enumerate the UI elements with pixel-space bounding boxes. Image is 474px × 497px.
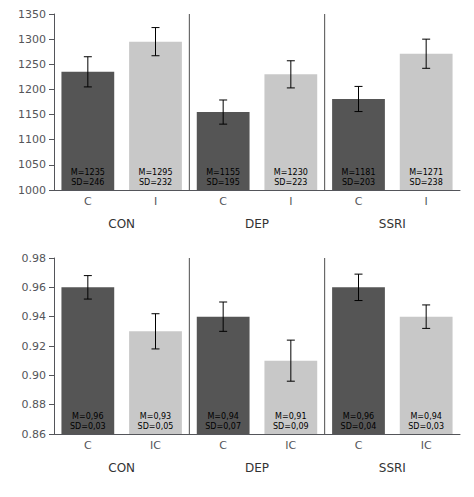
svg-text:M=1271: M=1271	[409, 168, 443, 177]
svg-text:C: C	[355, 439, 363, 452]
svg-text:CON: CON	[108, 217, 135, 231]
svg-text:C: C	[355, 195, 363, 208]
svg-text:0.86: 0.86	[22, 428, 47, 441]
svg-text:M=1230: M=1230	[274, 168, 308, 177]
svg-text:IC: IC	[421, 439, 432, 452]
svg-text:SD=223: SD=223	[274, 178, 307, 187]
svg-text:SSRI: SSRI	[379, 217, 406, 231]
svg-text:SD=0,03: SD=0,03	[408, 422, 444, 431]
svg-text:M=0,94: M=0,94	[207, 412, 238, 421]
svg-text:SD=0,03: SD=0,03	[70, 422, 106, 431]
svg-text:1250: 1250	[18, 58, 46, 71]
svg-text:SD=203: SD=203	[342, 178, 375, 187]
svg-text:0.96: 0.96	[22, 281, 47, 294]
svg-text:SD=0,07: SD=0,07	[205, 422, 241, 431]
svg-text:0.98: 0.98	[22, 252, 47, 265]
svg-text:0.90: 0.90	[22, 369, 47, 382]
svg-text:M=1181: M=1181	[342, 168, 376, 177]
svg-text:SD=195: SD=195	[207, 178, 240, 187]
svg-text:I: I	[154, 195, 157, 208]
svg-text:I: I	[425, 195, 428, 208]
svg-text:SD=0,09: SD=0,09	[273, 422, 309, 431]
svg-text:1200: 1200	[18, 83, 46, 96]
svg-text:M=0,94: M=0,94	[410, 412, 441, 421]
svg-text:M=0,93: M=0,93	[140, 412, 171, 421]
svg-text:C: C	[84, 439, 92, 452]
svg-text:1000: 1000	[18, 184, 46, 197]
svg-text:M=1155: M=1155	[206, 168, 240, 177]
svg-text:SSRI: SSRI	[379, 461, 406, 475]
svg-text:0.94: 0.94	[22, 310, 47, 323]
svg-text:IC: IC	[150, 439, 161, 452]
svg-text:DEP: DEP	[245, 217, 269, 231]
svg-text:M=0,91: M=0,91	[275, 412, 306, 421]
svg-text:C: C	[84, 195, 92, 208]
svg-text:1300: 1300	[18, 33, 46, 46]
svg-text:C: C	[219, 439, 227, 452]
svg-text:M=0,96: M=0,96	[343, 412, 374, 421]
svg-text:SD=0,05: SD=0,05	[138, 422, 174, 431]
svg-text:1350: 1350	[18, 8, 46, 21]
svg-text:1100: 1100	[18, 133, 46, 146]
svg-text:SD=246: SD=246	[71, 178, 104, 187]
svg-text:1050: 1050	[18, 158, 46, 171]
svg-text:IC: IC	[285, 439, 296, 452]
svg-text:SD=238: SD=238	[410, 178, 443, 187]
svg-text:0.88: 0.88	[22, 398, 47, 411]
svg-text:M=1295: M=1295	[139, 168, 173, 177]
svg-text:I: I	[289, 195, 292, 208]
svg-text:1150: 1150	[18, 108, 46, 121]
svg-text:DEP: DEP	[245, 461, 269, 475]
svg-text:SD=232: SD=232	[139, 178, 172, 187]
svg-text:C: C	[219, 195, 227, 208]
svg-text:0.92: 0.92	[22, 340, 47, 353]
svg-text:CON: CON	[108, 461, 135, 475]
svg-text:M=0,96: M=0,96	[72, 412, 103, 421]
svg-text:M=1235: M=1235	[71, 168, 105, 177]
svg-text:SD=0,04: SD=0,04	[341, 422, 377, 431]
